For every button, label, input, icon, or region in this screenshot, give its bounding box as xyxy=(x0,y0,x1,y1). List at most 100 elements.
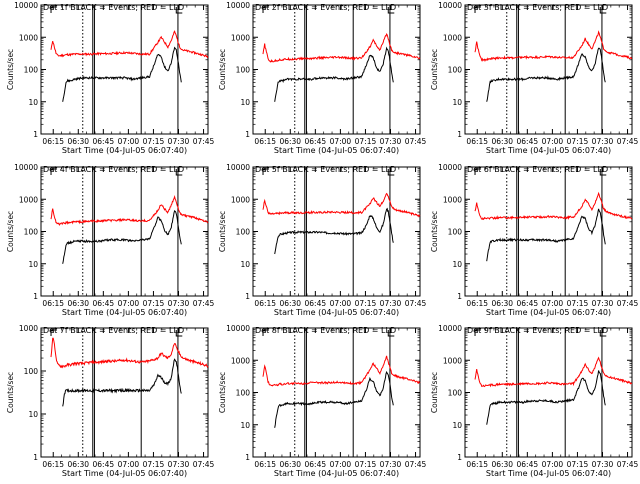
black-events-series xyxy=(486,47,606,102)
x-tick-label: 07:15 xyxy=(567,299,589,308)
chart-title: Det 6f BLACK = Events, RED = LLD xyxy=(467,165,608,174)
x-tick-label: 07:00 xyxy=(542,137,564,146)
x-axis-label: Start Time (04-Jul-05 06:07:40) xyxy=(274,308,399,317)
x-tick-label: 07:30 xyxy=(592,299,614,308)
y-axis-label: Counts/sec xyxy=(6,49,15,90)
x-tick-label: 07:45 xyxy=(617,137,639,146)
y-tick-label: 10 xyxy=(240,260,250,269)
bracket-mark xyxy=(387,330,395,337)
x-tick-label: 06:45 xyxy=(517,299,539,308)
y-tick-label: 1 xyxy=(457,292,462,301)
bracket-mark xyxy=(175,7,183,14)
y-tick-label: 100 xyxy=(24,66,39,75)
x-tick-label: 07:30 xyxy=(168,299,190,308)
x-tick-label: 06:30 xyxy=(67,299,89,308)
red-lld-series xyxy=(474,356,633,388)
x-tick-label: 06:15 xyxy=(254,460,276,469)
x-tick-label: 06:45 xyxy=(305,137,327,146)
y-tick-label: 10 xyxy=(240,98,250,107)
y-tick-label: 1000 xyxy=(443,33,462,42)
y-tick-label: 1 xyxy=(33,453,38,462)
chart-panel-9: Det 9f BLACK = Events, RED = LLD 1 10 100 10… xyxy=(430,324,639,478)
chart-title: Det 1f BLACK = Events, RED = LLD xyxy=(43,3,184,12)
plot-frame xyxy=(252,327,421,458)
y-tick-label: 10 xyxy=(28,98,38,107)
x-tick-label: 06:15 xyxy=(254,137,276,146)
x-tick-label: 06:30 xyxy=(279,137,301,146)
x-tick-label: 07:00 xyxy=(542,460,564,469)
chart-panel-6: Det 6f BLACK = Events, RED = LLD 1 10 100 10… xyxy=(430,163,639,317)
y-axis-label: Counts/sec xyxy=(218,49,227,90)
x-axis-label: Start Time (04-Jul-05 06:07:40) xyxy=(486,308,611,317)
x-axis-label: Start Time (04-Jul-05 06:07:40) xyxy=(486,146,611,155)
chart-panel-2: Det 2f BLACK = Events, RED = LLD 1 10 100 10… xyxy=(218,1,427,155)
x-tick-label: 06:15 xyxy=(42,460,64,469)
y-tick-label: 1 xyxy=(457,130,462,139)
y-tick-label: 10000 xyxy=(14,163,38,172)
y-tick-label: 1000 xyxy=(19,33,38,42)
chart-title: Det 2f BLACK = Events, RED = LLD xyxy=(255,3,396,12)
x-tick-label: 07:15 xyxy=(143,460,165,469)
x-axis-label: Start Time (04-Jul-05 06:07:40) xyxy=(62,308,187,317)
y-tick-label: 1 xyxy=(245,453,250,462)
x-tick-label: 07:15 xyxy=(143,299,165,308)
y-tick-label: 10 xyxy=(240,421,250,430)
y-tick-label: 1000 xyxy=(443,356,462,365)
x-tick-label: 06:30 xyxy=(67,460,89,469)
y-axis-label: Counts/sec xyxy=(218,211,227,252)
y-axis-label: Counts/sec xyxy=(6,211,15,252)
x-axis-label: Start Time (04-Jul-05 06:07:40) xyxy=(62,146,187,155)
chart-panel-8: Det 8f BLACK = Events, RED = LLD 1 10 100 10… xyxy=(218,324,427,478)
x-tick-label: 06:30 xyxy=(279,460,301,469)
x-axis-label: Start Time (04-Jul-05 06:07:40) xyxy=(274,469,399,478)
x-axis-label: Start Time (04-Jul-05 06:07:40) xyxy=(274,146,399,155)
x-tick-label: 06:15 xyxy=(254,299,276,308)
x-tick-label: 06:15 xyxy=(42,137,64,146)
x-tick-label: 06:30 xyxy=(67,137,89,146)
x-tick-label: 06:45 xyxy=(93,299,115,308)
y-tick-label: 1000 xyxy=(443,195,462,204)
bracket-mark xyxy=(599,169,607,176)
black-events-series xyxy=(62,46,182,102)
y-tick-label: 10000 xyxy=(226,324,250,333)
y-tick-label: 1 xyxy=(245,130,250,139)
black-events-series xyxy=(274,46,394,102)
x-axis-label: Start Time (04-Jul-05 06:07:40) xyxy=(486,469,611,478)
y-axis-label: Counts/sec xyxy=(218,372,227,413)
x-tick-label: 07:30 xyxy=(380,299,402,308)
x-tick-label: 07:45 xyxy=(405,299,427,308)
x-tick-label: 06:45 xyxy=(93,460,115,469)
plot-frame xyxy=(252,4,421,135)
y-tick-label: 10 xyxy=(452,421,462,430)
x-tick-label: 07:30 xyxy=(380,460,402,469)
x-tick-label: 07:00 xyxy=(542,299,564,308)
y-tick-label: 1 xyxy=(457,453,462,462)
black-events-series xyxy=(62,358,182,407)
y-tick-label: 10000 xyxy=(226,1,250,10)
x-tick-label: 07:30 xyxy=(168,137,190,146)
black-events-series xyxy=(486,208,606,262)
x-tick-label: 06:15 xyxy=(42,299,64,308)
bracket-mark xyxy=(50,6,58,13)
y-tick-label: 1000 xyxy=(19,195,38,204)
red-lld-series xyxy=(474,30,632,62)
y-tick-label: 10000 xyxy=(438,163,462,172)
x-tick-label: 07:15 xyxy=(355,460,377,469)
y-tick-label: 100 xyxy=(448,389,463,398)
chart-panel-3: Det 3f BLACK = Events, RED = LLD 1 10 100 10… xyxy=(430,1,639,155)
x-tick-label: 07:15 xyxy=(355,299,377,308)
x-tick-label: 06:15 xyxy=(466,460,488,469)
x-tick-label: 07:30 xyxy=(592,137,614,146)
y-axis-label: Counts/sec xyxy=(430,372,439,413)
bracket-mark xyxy=(50,168,58,175)
x-tick-label: 06:30 xyxy=(491,137,513,146)
x-tick-label: 07:15 xyxy=(567,137,589,146)
plot-frame xyxy=(252,166,421,297)
chart-title: Det 7f BLACK = Events, RED = LLD xyxy=(43,326,184,335)
y-tick-label: 1000 xyxy=(231,195,250,204)
y-tick-label: 100 xyxy=(236,389,251,398)
x-tick-label: 07:15 xyxy=(143,137,165,146)
y-tick-label: 10 xyxy=(452,260,462,269)
y-tick-label: 10000 xyxy=(438,324,462,333)
